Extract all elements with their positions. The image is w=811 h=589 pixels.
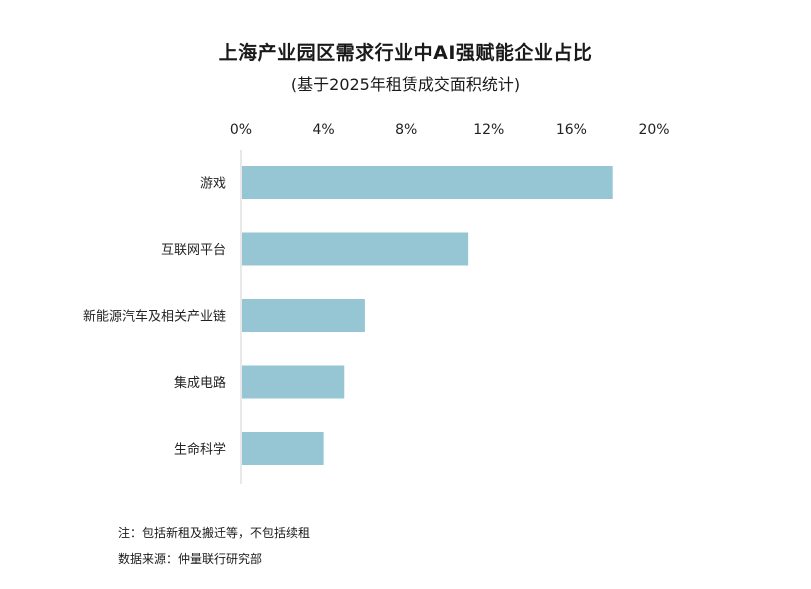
bar — [242, 166, 613, 199]
footnote: 注：包括新租及搬迁等，不包括续租 — [118, 526, 311, 540]
x-tick-label: 20% — [638, 122, 669, 138]
chart-subtitle: (基于2025年租赁成交面积统计) — [290, 75, 521, 94]
category-label: 集成电路 — [174, 375, 226, 391]
chart-title: 上海产业园区需求行业中AI强赋能企业占比 — [218, 42, 593, 64]
x-tick-label: 0% — [230, 122, 252, 138]
x-tick-label: 12% — [473, 122, 504, 138]
category-label: 生命科学 — [174, 442, 226, 458]
category-label: 互联网平台 — [161, 243, 226, 258]
x-tick-label: 8% — [395, 122, 417, 138]
source-note: 数据来源：仲量联行研究部 — [118, 552, 263, 566]
bar — [242, 232, 469, 266]
bar — [242, 365, 345, 399]
bar — [242, 432, 324, 465]
category-label: 游戏 — [200, 177, 226, 192]
x-tick-label: 4% — [312, 122, 334, 138]
category-label: 新能源汽车及相关产业链 — [83, 309, 226, 325]
x-tick-label: 16% — [556, 122, 587, 138]
bar — [242, 299, 365, 332]
